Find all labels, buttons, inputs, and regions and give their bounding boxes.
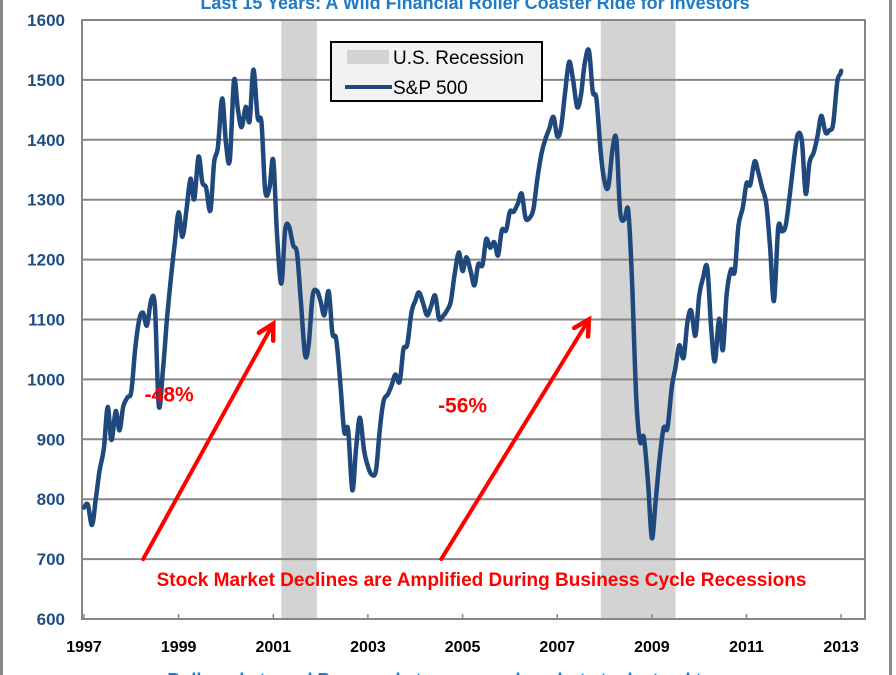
- legend-label-recession: U.S. Recession: [393, 48, 524, 69]
- frame-left-border: [0, 0, 3, 675]
- arrow-head: [256, 319, 276, 343]
- x-tick-label: 2001: [255, 639, 291, 656]
- x-tick-label: 1999: [161, 639, 197, 656]
- y-tick-label: 1200: [27, 251, 65, 270]
- y-tick-label: 1300: [27, 191, 65, 210]
- y-tick-label: 700: [37, 550, 65, 569]
- legend: U.S. Recession S&P 500: [330, 41, 543, 102]
- arrow-head: [571, 315, 592, 339]
- frame-right-border: [889, 0, 892, 675]
- x-tick-label: 2007: [539, 639, 575, 656]
- x-tick-label: 1997: [66, 639, 102, 656]
- annotation-caption: Stock Market Declines are Amplified Duri…: [157, 570, 807, 591]
- x-axis-ticks: 1997 1999 2001 2003 2005 2007 2009 2011 2013: [66, 614, 859, 656]
- x-tick-label: 2011: [729, 639, 764, 656]
- annotation-arrows: [141, 315, 592, 562]
- x-tick-label: 2005: [445, 639, 481, 656]
- gridlines: [82, 78, 865, 561]
- legend-label-sp500: S&P 500: [393, 78, 468, 99]
- x-tick-label: 2013: [823, 639, 859, 656]
- arrow-shaft: [141, 321, 276, 562]
- y-tick-label: 900: [37, 430, 65, 449]
- annotation-decline-2008: -56%: [438, 394, 487, 417]
- arrow-1: [439, 315, 592, 562]
- arrow-0: [141, 319, 276, 562]
- series-lines: [81, 47, 844, 541]
- y-tick-label: 1500: [27, 71, 65, 90]
- y-tick-label: 600: [37, 610, 65, 629]
- arrow-shaft: [439, 317, 591, 562]
- y-tick-label: 1100: [28, 311, 65, 330]
- chart-title: Last 15 Years: A Wild Financial Roller C…: [200, 0, 749, 13]
- y-axis-ticks: 600 700 800 900 1000 1100 1200 1300 1400 1500 1600: [27, 11, 65, 629]
- legend-swatch-recession: [347, 50, 389, 64]
- chart-subtitle-cut: Bull markets and Bear markets come and g…: [167, 670, 782, 675]
- y-tick-label: 1600: [27, 11, 65, 30]
- y-tick-label: 1000: [27, 370, 65, 389]
- series-line-sp500: [81, 47, 844, 541]
- x-tick-label: 2009: [634, 639, 670, 656]
- plot-area-border: [81, 19, 866, 620]
- y-tick-label: 800: [37, 490, 65, 509]
- x-tick-label: 2003: [350, 639, 386, 656]
- annotation-decline-2001: -48%: [145, 384, 194, 407]
- y-tick-label: 1400: [27, 131, 65, 150]
